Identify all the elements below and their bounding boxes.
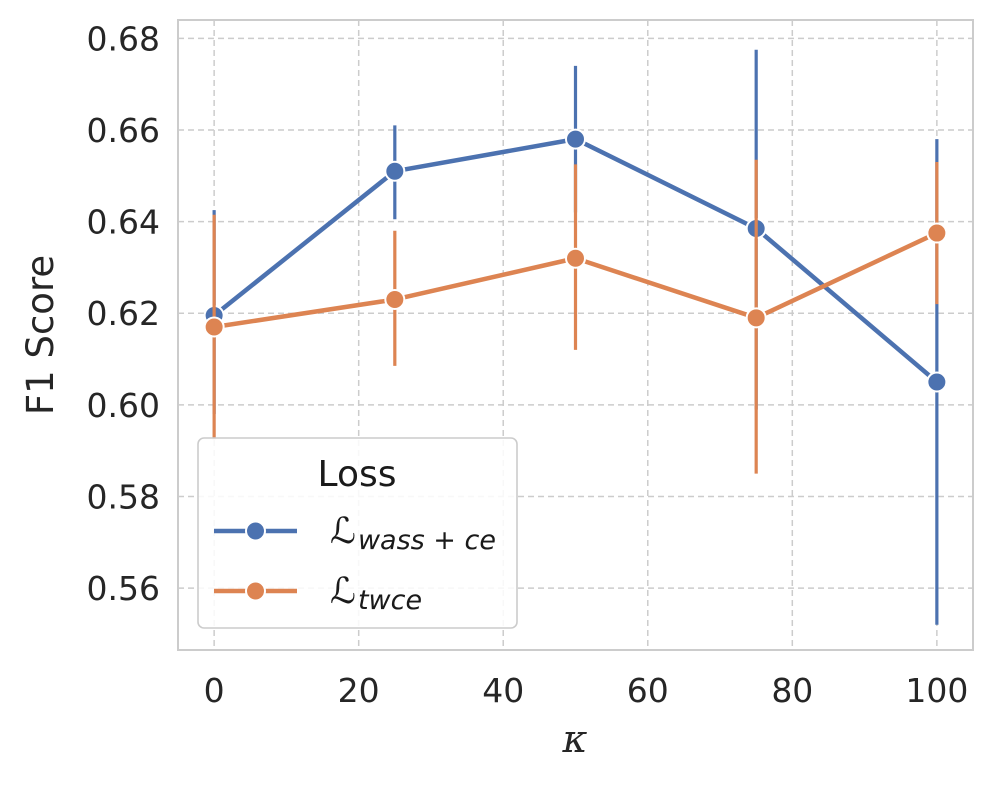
legend-label: ℒwass + ce <box>330 511 496 556</box>
data-point <box>384 288 406 310</box>
x-tick-label: 0 <box>204 671 225 710</box>
series-layer <box>203 49 948 625</box>
plot-frame <box>177 19 974 651</box>
data-point <box>384 160 406 182</box>
data-point <box>926 371 948 393</box>
y-tick-label: 0.60 <box>87 386 160 425</box>
legend-title: Loss <box>318 454 397 495</box>
data-point <box>745 307 767 329</box>
x-axis-label: κ <box>562 717 588 761</box>
series-twce <box>203 159 948 474</box>
x-tick-label: 40 <box>482 671 524 710</box>
legend-label: ℒtwce <box>330 571 422 616</box>
legend-marker <box>245 520 266 542</box>
data-point <box>565 128 586 150</box>
data-point <box>565 247 586 269</box>
legend-box <box>197 437 518 629</box>
tick-labels: 0 20 40 60 80 100 0.56 0.58 0.60 0.62 0.64 0.66 0.68 <box>87 19 969 710</box>
legend: Loss ℒwass + ce ℒtwce <box>197 437 518 629</box>
y-tick-label: 0.66 <box>87 111 160 150</box>
y-tick-label: 0.68 <box>87 19 160 58</box>
y-tick-label: 0.58 <box>87 478 160 517</box>
data-point <box>203 316 225 338</box>
y-axis-label: F1 Score <box>19 255 62 415</box>
x-tick-label: 80 <box>771 671 813 710</box>
legend-marker <box>245 580 266 602</box>
x-tick-label: 20 <box>338 671 380 710</box>
data-point <box>926 222 948 244</box>
y-tick-label: 0.64 <box>87 203 160 242</box>
x-tick-label: 60 <box>627 671 669 710</box>
x-tick-label: 100 <box>905 671 968 710</box>
y-tick-label: 0.56 <box>87 569 160 608</box>
y-tick-label: 0.62 <box>87 294 160 333</box>
